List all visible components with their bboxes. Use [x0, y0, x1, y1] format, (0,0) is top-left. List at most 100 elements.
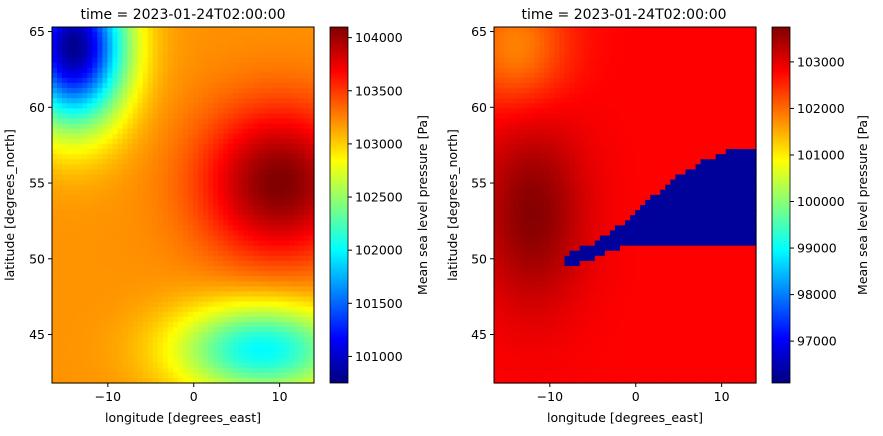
heatmap-cell: [574, 332, 581, 338]
heatmap-cell: [574, 113, 581, 120]
heatmap-cell: [288, 362, 295, 369]
heatmap-cell: [122, 42, 129, 48]
heatmap-cell: [223, 159, 229, 165]
heatmap-cell: [157, 133, 164, 140]
heatmap-cell: [549, 47, 556, 54]
heatmap-cell: [92, 179, 98, 186]
heatmap-cell: [203, 98, 209, 104]
heatmap-cell: [147, 47, 154, 54]
heatmap-cell: [203, 230, 209, 237]
heatmap-cell: [273, 286, 280, 293]
heatmap-cell: [132, 357, 139, 364]
heatmap-cell: [107, 98, 114, 104]
heatmap-cell: [499, 362, 505, 369]
heatmap-cell: [298, 311, 305, 318]
heatmap-cell: [293, 316, 300, 323]
heatmap-cell: [308, 47, 315, 54]
heatmap-cell: [554, 225, 561, 232]
heatmap-cell: [243, 103, 250, 109]
heatmap-cell: [52, 235, 58, 242]
heatmap-cell: [539, 230, 545, 237]
heatmap-cell: [77, 327, 83, 333]
heatmap-cell: [514, 62, 520, 69]
heatmap-cell: [57, 311, 63, 318]
heatmap-cell: [117, 88, 124, 94]
heatmap-cell: [584, 62, 591, 69]
heatmap-cell: [504, 62, 510, 69]
heatmap-cell: [544, 179, 551, 186]
heatmap-cell: [117, 179, 124, 186]
heatmap-cell: [519, 88, 525, 94]
heatmap-cell: [162, 301, 169, 308]
heatmap-cell: [509, 286, 515, 293]
heatmap-cell: [172, 321, 179, 328]
heatmap-cell: [529, 316, 535, 323]
heatmap-cell: [223, 205, 229, 211]
heatmap-cell: [198, 32, 204, 38]
heatmap-cell: [509, 210, 515, 216]
heatmap-cell: [288, 215, 295, 221]
heatmap-cell: [198, 179, 204, 186]
heatmap-cell: [539, 194, 545, 201]
heatmap-cell: [208, 118, 214, 125]
heatmap-cell: [569, 245, 576, 252]
heatmap-cell: [142, 72, 149, 79]
heatmap-cell: [539, 367, 545, 374]
heatmap-cell: [57, 118, 63, 125]
heatmap-cell: [268, 220, 275, 226]
heatmap-cell: [273, 174, 280, 181]
heatmap-cell: [188, 52, 194, 59]
heatmap-cell: [303, 133, 310, 140]
heatmap-cell: [509, 296, 515, 303]
heatmap-cell: [97, 372, 103, 379]
heatmap-cell: [504, 250, 510, 257]
heatmap-cell: [303, 230, 310, 237]
heatmap-cell: [193, 301, 199, 308]
heatmap-cell: [57, 347, 63, 354]
heatmap-cell: [564, 296, 571, 303]
heatmap-cell: [298, 321, 305, 328]
heatmap-cell: [273, 311, 280, 318]
heatmap-cell: [228, 199, 234, 206]
heatmap-cell: [132, 164, 139, 170]
heatmap-cell: [162, 113, 169, 120]
heatmap-cell: [554, 367, 561, 374]
heatmap-cell: [107, 32, 114, 38]
heatmap-cell: [147, 352, 154, 359]
heatmap-cell: [248, 184, 255, 191]
heatmap-cell: [574, 235, 581, 242]
heatmap-cell: [258, 372, 265, 379]
heatmap-cell: [248, 108, 255, 115]
heatmap-cell: [544, 62, 551, 69]
heatmap-cell: [499, 225, 505, 232]
heatmap-cell: [203, 250, 209, 257]
heatmap-cell: [193, 235, 199, 242]
heatmap-cell: [213, 347, 219, 354]
heatmap-cell: [193, 103, 199, 109]
heatmap-cell: [183, 250, 189, 257]
heatmap-cell: [303, 159, 310, 165]
heatmap-cell: [67, 316, 73, 323]
heatmap-cell: [524, 133, 530, 140]
heatmap-cell: [183, 210, 189, 216]
heatmap-cell: [243, 255, 250, 262]
heatmap-cell: [519, 164, 525, 170]
heatmap-cell: [127, 377, 134, 384]
heatmap-cell: [218, 321, 224, 328]
heatmap-cell: [122, 128, 129, 135]
heatmap-cell: [62, 260, 68, 267]
heatmap-cell: [303, 103, 310, 109]
heatmap-cell: [298, 377, 305, 384]
heatmap-cell: [579, 220, 586, 226]
heatmap-cell: [514, 42, 520, 48]
heatmap-cell: [233, 179, 240, 186]
heatmap-cell: [258, 133, 265, 140]
heatmap-cell: [273, 32, 280, 38]
heatmap-cell: [77, 301, 83, 308]
heatmap-cell: [193, 199, 199, 206]
heatmap-cell: [283, 321, 290, 328]
heatmap-cell: [188, 62, 194, 69]
heatmap-cell: [494, 164, 500, 170]
heatmap-cell: [574, 230, 581, 237]
heatmap-cell: [549, 194, 556, 201]
